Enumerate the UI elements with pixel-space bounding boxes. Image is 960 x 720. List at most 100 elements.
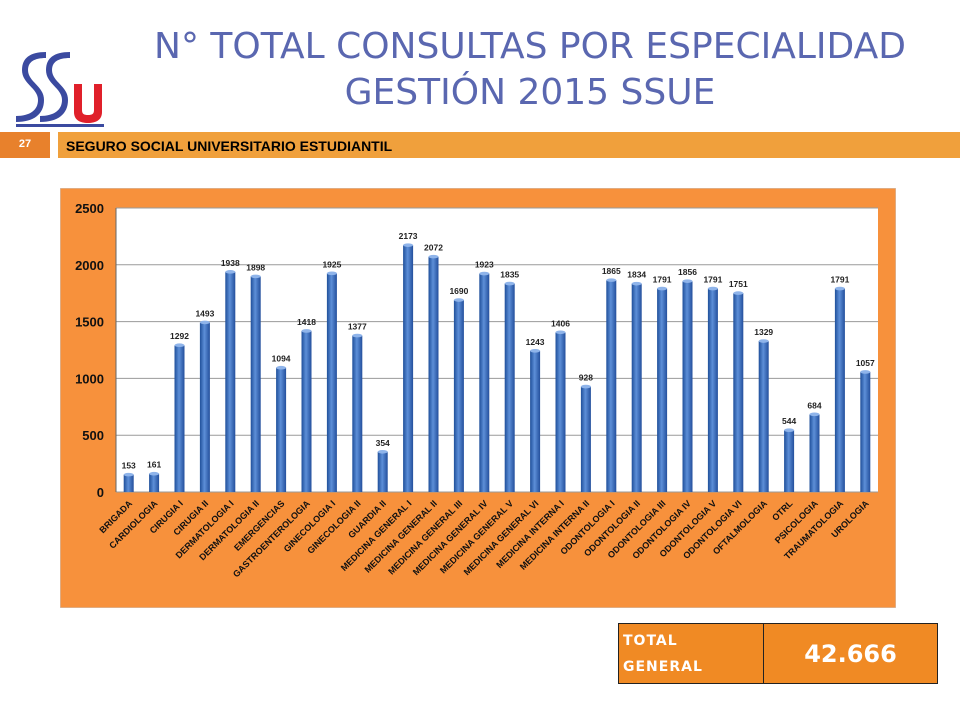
data-label: 2173 [399, 231, 418, 241]
data-label: 1865 [602, 266, 621, 276]
bar-cap [657, 286, 668, 291]
bar [352, 335, 363, 492]
title-line-2: GESTIÓN 2015 SSUE [344, 72, 716, 113]
bar-cap [428, 254, 439, 259]
ssu-logo [16, 52, 104, 127]
bar-cap [123, 472, 134, 477]
bar [530, 350, 541, 492]
bar-cap [631, 281, 642, 286]
title-line-1: N° TOTAL CONSULTAS POR ESPECIALIDAD [154, 26, 906, 67]
y-tick-label: 2000 [75, 258, 104, 273]
y-tick-label: 1500 [75, 315, 104, 330]
bar [326, 273, 337, 492]
data-label: 1791 [830, 275, 849, 285]
data-label: 1856 [678, 267, 697, 277]
bar-cap [682, 279, 693, 283]
bar-cap [606, 278, 617, 282]
bar-cap [834, 286, 845, 291]
bar [555, 332, 566, 492]
bar-cap [301, 329, 312, 333]
banner-text: SEGURO SOCIAL UNIVERSITARIO ESTUDIANTIL [66, 138, 393, 154]
bar-cap [758, 339, 769, 343]
bar-cap [733, 291, 744, 295]
bar [123, 474, 134, 492]
data-label: 1243 [526, 337, 545, 347]
bar-cap [530, 348, 541, 353]
bar [225, 271, 236, 492]
data-label: 1329 [754, 327, 773, 337]
data-label: 1791 [653, 275, 672, 285]
bar-cap [555, 330, 566, 335]
data-label: 1377 [348, 322, 367, 332]
bar-cap [352, 333, 363, 338]
bar [784, 430, 795, 492]
bar-cap [580, 384, 591, 389]
bar-cap [174, 343, 185, 348]
bar [276, 367, 287, 492]
data-label: 1834 [627, 270, 646, 280]
logo-underline [16, 124, 104, 127]
bar-cap [809, 412, 820, 417]
data-label: 1938 [221, 258, 240, 268]
y-tick-label: 1000 [75, 371, 104, 386]
data-label: 1923 [475, 260, 494, 270]
bar [580, 386, 591, 492]
bar-cap [453, 298, 464, 302]
y-tick-label: 0 [97, 485, 104, 500]
bar [860, 371, 871, 492]
data-label: 544 [782, 416, 796, 426]
bar-cap [225, 270, 236, 274]
bar [377, 451, 388, 492]
bar-cap [199, 320, 210, 325]
bar-cap [377, 449, 388, 454]
bar-cap [707, 286, 718, 291]
data-label: 1493 [195, 308, 214, 318]
page-number-badge: 27 [0, 132, 50, 158]
bar [199, 322, 210, 492]
total-value: 42.666 [763, 623, 938, 684]
bar [809, 414, 820, 492]
data-label: 1751 [729, 279, 748, 289]
total-label: TOTAL GENERAL [618, 623, 764, 684]
bar [758, 341, 769, 492]
bar [657, 288, 668, 492]
data-label: 1925 [322, 259, 341, 269]
data-label: 684 [807, 400, 821, 410]
data-label: 1094 [272, 354, 291, 364]
bar [250, 276, 261, 492]
bar [479, 273, 490, 492]
bar [606, 280, 617, 492]
data-label: 1292 [170, 331, 189, 341]
data-label: 1690 [449, 286, 468, 296]
bar [504, 283, 515, 492]
bar-cap [326, 271, 337, 276]
data-label: 1898 [246, 262, 265, 272]
logo-s-left [16, 52, 46, 122]
y-tick-label: 500 [82, 428, 104, 443]
plot-area [116, 208, 878, 492]
bar-cap [276, 365, 287, 370]
bar [733, 293, 744, 492]
bar-cap [403, 243, 414, 247]
bar [834, 288, 845, 492]
bar-cap [250, 274, 261, 279]
bar-cap [149, 471, 160, 476]
y-tick-label: 2500 [75, 201, 104, 216]
bar-cap [860, 370, 871, 374]
bar [301, 330, 312, 492]
bar [631, 283, 642, 492]
logo-u [74, 84, 102, 123]
total-table: TOTAL GENERAL 42.666 [618, 623, 938, 684]
bar-cap [504, 281, 515, 286]
bar [174, 345, 185, 492]
data-label: 1418 [297, 317, 316, 327]
data-label: 1406 [551, 318, 570, 328]
bar [403, 245, 414, 492]
data-label: 153 [122, 461, 136, 471]
organization-banner: SEGURO SOCIAL UNIVERSITARIO ESTUDIANTIL [58, 132, 960, 158]
logo-s-right [40, 52, 70, 122]
bar [149, 473, 160, 492]
bar [707, 288, 718, 492]
bar-chart: 0 500 1000 1500 2000 2500 153 161 1292 1493 1938 1… [60, 188, 896, 608]
bar-cap [784, 428, 795, 433]
